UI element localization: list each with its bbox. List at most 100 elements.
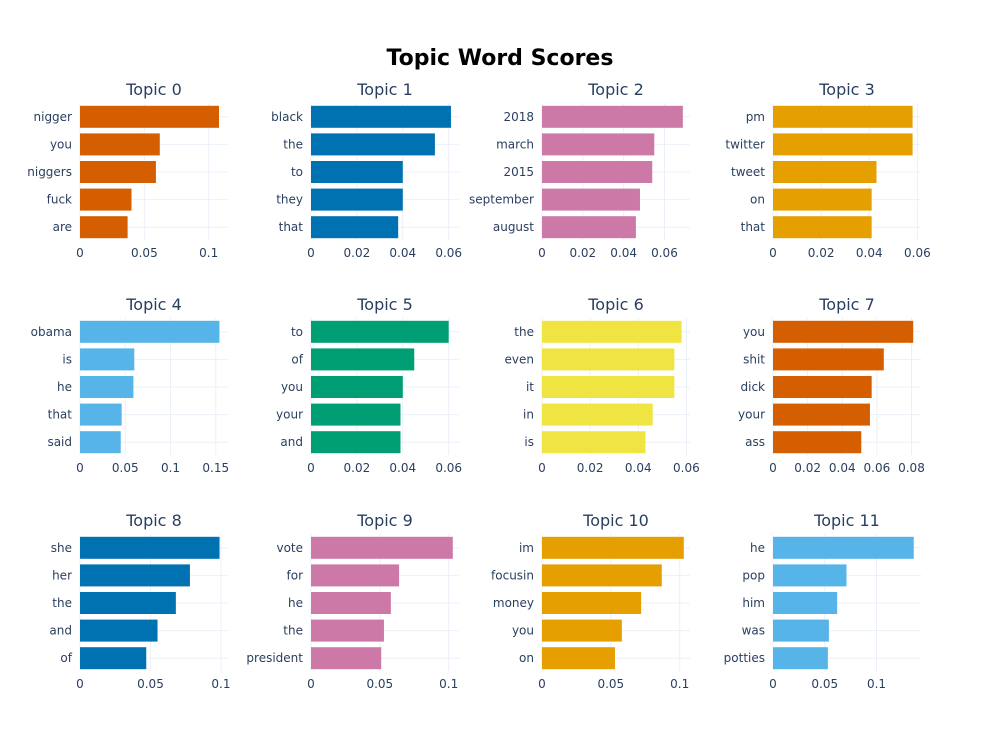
category-label: that (279, 220, 304, 234)
panel-topic-7: Topic 7 you shit dick your ass 0 0.02 0.04 0.06 0.… (738, 295, 925, 475)
panel-topic-5: Topic 5 to of you your and 0 0.02 0.04 0.06 (276, 295, 462, 475)
bar-it (542, 376, 675, 398)
x-tick-label: 0.06 (864, 461, 891, 475)
panel-title: Topic 8 (125, 511, 182, 530)
x-tick-label: 0.02 (577, 461, 604, 475)
panel-topic-4: Topic 4 obama is he that said 0 0.05 0.1 0.15 (31, 295, 229, 475)
category-label: 2018 (503, 110, 534, 124)
bar-on (542, 647, 615, 670)
bar-her (80, 564, 190, 587)
panel-title: Topic 5 (356, 295, 413, 314)
bar-and (311, 431, 401, 454)
category-label: said (47, 435, 72, 449)
bar-black (311, 105, 451, 128)
bar-he (311, 592, 391, 614)
category-label: of (60, 651, 72, 665)
bar-pop (773, 564, 847, 587)
x-tick-label: 0 (307, 246, 315, 260)
bar-you (80, 133, 160, 156)
panel-topic-0: Topic 0 nigger you niggers fuck are 0 0.05 0.1 (27, 80, 228, 260)
x-tick-label: 0.05 (366, 677, 393, 691)
category-label: on (519, 651, 534, 665)
x-tick-label: 0.1 (161, 461, 180, 475)
category-label: that (48, 408, 73, 422)
bar-to (311, 320, 449, 343)
bar-money (542, 592, 642, 614)
x-tick-label: 0.05 (131, 246, 158, 260)
bar-your (773, 403, 870, 426)
x-tick-label: 0.06 (651, 246, 678, 260)
x-tick-label: 0 (769, 677, 777, 691)
category-label: tweet (731, 165, 765, 179)
x-tick-label: 0.04 (610, 246, 637, 260)
category-label: ass (745, 435, 765, 449)
category-label: is (62, 352, 72, 366)
panel-topic-10: Topic 10 im focusin money you on 0 0.05 0.1 (491, 511, 690, 691)
x-tick-label: 0.1 (199, 246, 218, 260)
bar-they (311, 188, 403, 211)
x-tick-label: 0.04 (389, 246, 416, 260)
x-tick-label: 0 (76, 246, 84, 260)
x-tick-label: 0.05 (137, 677, 164, 691)
bar-ass (773, 431, 862, 454)
bar-she (80, 536, 220, 559)
category-label: her (52, 568, 72, 582)
x-tick-label: 0.02 (794, 461, 821, 475)
category-label: twitter (725, 137, 765, 151)
bar-you (311, 376, 403, 398)
bar-are (80, 216, 128, 239)
bar-the (311, 619, 384, 642)
bar-of (311, 348, 415, 371)
bar-2015 (542, 161, 653, 183)
x-tick-label: 0.02 (344, 246, 371, 260)
category-label: your (738, 408, 765, 422)
category-label: 2015 (503, 165, 534, 179)
category-label: to (291, 165, 303, 179)
x-tick-label: 0.02 (808, 246, 835, 260)
bar-nigger (80, 105, 219, 128)
panel-title: Topic 2 (587, 80, 644, 99)
bar-said (80, 431, 121, 454)
category-label: black (271, 110, 303, 124)
category-label: you (743, 325, 765, 339)
category-label: vote (276, 541, 303, 555)
bar-september (542, 188, 640, 211)
bar-im (542, 536, 684, 559)
category-label: im (519, 541, 534, 555)
bar-him (773, 592, 838, 614)
panel-title: Topic 4 (125, 295, 182, 314)
bar-of (80, 647, 147, 670)
category-label: him (742, 596, 765, 610)
bar-on (773, 188, 872, 211)
bar-fuck (80, 188, 132, 211)
x-tick-label: 0.06 (435, 246, 462, 260)
category-label: nigger (34, 110, 73, 124)
category-label: fuck (47, 193, 72, 207)
x-tick-label: 0.06 (435, 461, 462, 475)
bar-that (80, 403, 122, 426)
bar-the (542, 320, 682, 343)
bar-dick (773, 376, 872, 398)
x-tick-label: 0 (538, 677, 546, 691)
x-tick-label: 0.1 (867, 677, 886, 691)
panel-topic-9: Topic 9 vote for he the president 0 0.05 0.1 (246, 511, 459, 691)
bar-potties (773, 647, 828, 670)
panel-title: Topic 0 (125, 80, 182, 99)
bar-focusin (542, 564, 662, 587)
x-tick-label: 0 (538, 461, 546, 475)
category-label: and (280, 435, 303, 449)
bar-and (80, 619, 158, 642)
x-tick-label: 0 (76, 677, 84, 691)
panel-topic-6: Topic 6 the even it in is 0 0.02 0.04 0.06 (505, 295, 700, 475)
bar-twitter (773, 133, 913, 156)
x-tick-label: 0.04 (856, 246, 883, 260)
x-tick-label: 0.1 (211, 677, 230, 691)
panel-topic-11: Topic 11 he pop him was potties 0 0.05 0.1 (724, 511, 921, 691)
category-label: he (750, 541, 765, 555)
category-label: pm (746, 110, 765, 124)
